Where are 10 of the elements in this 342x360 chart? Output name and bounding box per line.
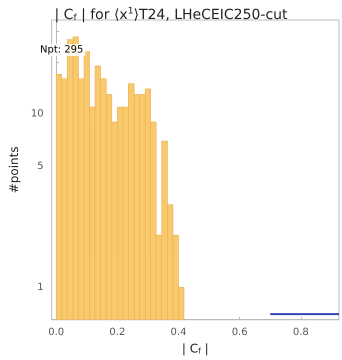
annotation: Npt: 295	[40, 44, 84, 56]
x-tick-label: 0.8	[292, 327, 309, 338]
y-tick-label: 10	[30, 108, 44, 120]
y-axis-title: #points	[7, 146, 21, 194]
x-tick-label: 0.2	[109, 327, 126, 338]
y-tick-label: 1	[37, 282, 44, 293]
x-tick-label: 0.0	[48, 327, 64, 338]
x-tick-label: 0.4	[170, 327, 186, 338]
y-tick-label: 5	[37, 160, 44, 172]
x-tick-label: 0.6	[232, 327, 248, 338]
